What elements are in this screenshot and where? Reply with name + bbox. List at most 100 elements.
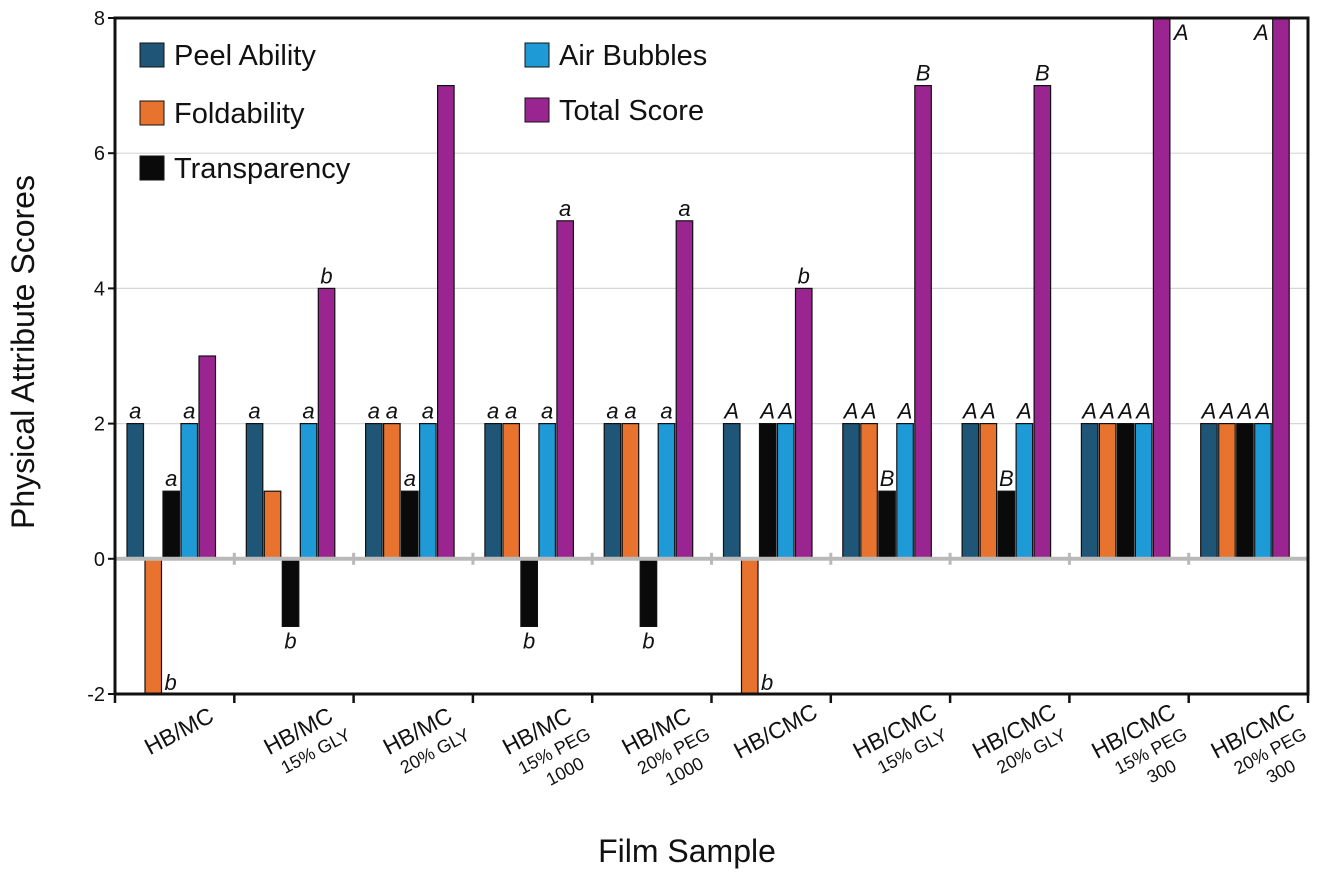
bar-peel-ability xyxy=(484,423,502,560)
legend-label: Total Score xyxy=(559,95,704,127)
significance-label: b xyxy=(320,263,332,288)
bar-peel-ability xyxy=(722,423,741,560)
significance-label: b xyxy=(798,263,810,288)
significance-label: b xyxy=(523,628,535,653)
bar-foldability xyxy=(1218,423,1236,560)
significance-label: A xyxy=(1134,399,1151,424)
significance-label: a xyxy=(368,399,380,424)
bar-peel-ability xyxy=(365,423,383,560)
bar-total-score xyxy=(914,84,932,560)
significance-label: b xyxy=(761,670,773,695)
significance-label: A xyxy=(1200,399,1217,424)
significance-label: A xyxy=(1080,399,1097,424)
bar-total-score xyxy=(1033,84,1052,560)
significance-label: a xyxy=(487,399,499,424)
x-category-label: HB/MC xyxy=(140,702,218,760)
significance-label: a xyxy=(248,399,260,424)
bar-foldability xyxy=(860,423,878,560)
grid-lines xyxy=(115,152,1308,425)
legend-label: Foldability xyxy=(174,98,305,130)
bar-total-score xyxy=(198,355,217,560)
significance-label: A xyxy=(961,399,978,424)
bar-air-bubbles xyxy=(538,423,557,560)
significance-label: b xyxy=(165,670,177,695)
bar-total-score xyxy=(556,220,575,560)
y-tick-label: -2 xyxy=(87,684,105,706)
legend-label: Transparency xyxy=(174,153,351,185)
axes: -2 0 2 4 6 8 xyxy=(87,8,1310,706)
significance-label: A xyxy=(860,399,877,424)
significance-label: a xyxy=(165,466,177,491)
legend-swatch xyxy=(139,100,165,126)
significance-label: a xyxy=(559,196,571,221)
svg-text:HB/CMC: HB/CMC xyxy=(729,698,821,764)
significance-label: a xyxy=(541,399,553,424)
bar-air-bubbles xyxy=(1134,423,1153,560)
bar-transparency xyxy=(281,558,300,627)
significance-label: A xyxy=(1236,399,1253,424)
bar-peel-ability xyxy=(126,423,145,560)
significance-label: A xyxy=(1116,399,1133,424)
significance-label: B xyxy=(880,466,895,491)
bar-air-bubbles xyxy=(1254,423,1272,560)
significance-label: A xyxy=(842,399,859,424)
bar-transparency xyxy=(758,423,777,560)
significance-label: A xyxy=(1218,399,1235,424)
bar-peel-ability xyxy=(1080,423,1099,560)
y-tick-label: 4 xyxy=(94,278,105,300)
significance-label: A xyxy=(896,399,913,424)
legend-item-air-bubbles: Air Bubbles xyxy=(524,40,707,72)
bar-total-score xyxy=(437,84,455,560)
bar-peel-ability xyxy=(842,423,860,560)
bar-total-score xyxy=(1272,17,1290,560)
bar-foldability xyxy=(621,423,640,560)
bar-transparency xyxy=(1116,423,1135,560)
significance-label: A xyxy=(776,399,793,424)
bar-air-bubbles xyxy=(180,423,199,560)
significance-label: A xyxy=(1172,20,1189,45)
x-category-label: HB/CMC xyxy=(729,698,821,764)
significance-label: a xyxy=(606,399,618,424)
bar-total-score xyxy=(675,220,694,560)
bar-air-bubbles xyxy=(1015,423,1034,560)
significance-label: A xyxy=(758,399,775,424)
bar-transparency xyxy=(997,490,1016,560)
legend-swatch xyxy=(524,97,550,123)
bar-foldability xyxy=(144,558,163,695)
legend-item-peel-ability: Peel Ability xyxy=(139,40,316,72)
significance-label: A xyxy=(722,399,739,424)
bar-total-score xyxy=(317,287,336,560)
bar-foldability xyxy=(383,423,401,560)
bar-total-score xyxy=(794,287,813,560)
bar-foldability xyxy=(979,423,998,560)
bar-foldability xyxy=(263,490,282,560)
bar-total-score xyxy=(1152,17,1171,560)
significance-label: a xyxy=(422,399,434,424)
significance-label: A xyxy=(1252,20,1269,45)
significance-label: a xyxy=(678,196,690,221)
significance-label: B xyxy=(916,61,931,86)
legend-swatch xyxy=(524,42,550,68)
bar-air-bubbles xyxy=(657,423,676,560)
significance-label: B xyxy=(1035,61,1050,86)
bar-foldability xyxy=(1098,423,1117,560)
bar-transparency xyxy=(401,490,419,560)
legend: Peel Ability Foldability Transparency Air B… xyxy=(139,40,707,185)
bar-peel-ability xyxy=(961,423,980,560)
bar-air-bubbles xyxy=(776,423,795,560)
significance-label: a xyxy=(129,399,141,424)
x-axis-title: Film Sample xyxy=(598,833,776,869)
legend-item-transparency: Transparency xyxy=(139,153,351,185)
legend-swatch xyxy=(139,42,165,68)
bar-air-bubbles xyxy=(896,423,914,560)
significance-label: b xyxy=(642,628,654,653)
y-axis-title: Physical Attribute Scores xyxy=(5,175,41,529)
legend-swatch xyxy=(139,155,165,181)
